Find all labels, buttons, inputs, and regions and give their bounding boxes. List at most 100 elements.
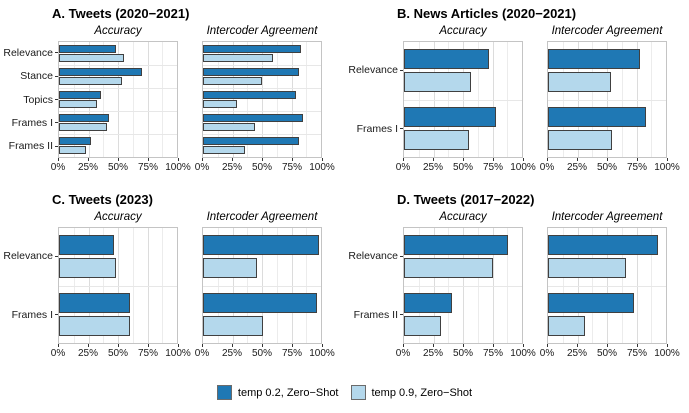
bars-layer (548, 42, 666, 157)
bar-temp-0-2-zero-shot-relevance (203, 235, 319, 256)
y-axis-label-frames-i: Frames I (356, 122, 398, 135)
gridline-horizontal (548, 285, 666, 287)
x-axis-label-50: 50% (452, 162, 474, 173)
plot-area (547, 227, 667, 344)
x-axis-tick (322, 344, 323, 347)
panel-body: Relevance Frames I Accuracy 0% 25% 50% 75% 100%… (345, 24, 689, 174)
x-axis-label-100: 100% (510, 162, 536, 173)
y-axis-slot: Frames I (347, 100, 403, 159)
y-axis-label-topics: Topics (23, 93, 53, 106)
bar-temp-0-9-zero-shot-relevance (203, 258, 258, 279)
x-axis-tick (262, 344, 263, 347)
x-axis-label-0: 0% (539, 348, 555, 359)
panel-title-c: C. Tweets (2023) (52, 192, 153, 207)
gridline-horizontal (59, 111, 177, 112)
y-axis-tick (400, 128, 403, 130)
gridline-vertical-minor (306, 42, 308, 157)
bar-group-frames-ii (59, 134, 177, 157)
x-axis-label-50: 50% (596, 348, 618, 359)
x-axis-tick (493, 158, 494, 161)
gridline-vertical-major (147, 42, 149, 157)
x-axis-label-100: 100% (510, 348, 536, 359)
x-axis-label-0: 0% (539, 162, 555, 173)
x-axis: 0% 25% 50% 75% 100% (51, 158, 191, 174)
bars-layer (59, 228, 177, 343)
x-axis: 0% 25% 50% 75% 100% (195, 158, 335, 174)
x-axis-label-25: 25% (422, 162, 444, 173)
y-axis-slot: Relevance (347, 227, 403, 286)
x-axis-label-75: 75% (482, 162, 504, 173)
bar-group-frames-ii (404, 286, 522, 344)
x-axis-tick (148, 344, 149, 347)
bar-temp-0-2-zero-shot-stance (59, 68, 142, 76)
bar-group-topics (203, 88, 321, 111)
bar-temp-0-9-zero-shot-frames-i (203, 315, 264, 336)
gridline-vertical-minor (73, 42, 75, 157)
y-axis-labels: Relevance Frames I (2, 227, 58, 344)
bar-group-frames-i (203, 286, 321, 344)
gridline-horizontal (404, 285, 522, 287)
gridline-vertical-minor (103, 42, 105, 157)
bar-group-relevance (548, 228, 666, 286)
x-axis-label-75: 75% (626, 348, 648, 359)
subplot-title-intercoder-agreement: Intercoder Agreement (206, 25, 318, 37)
x-axis-tick (523, 344, 524, 347)
x-axis-label-75: 75% (482, 348, 504, 359)
x-axis-tick (58, 344, 59, 347)
x-axis-tick (202, 344, 203, 347)
plot-area (202, 41, 322, 158)
gridline-horizontal (59, 65, 177, 66)
plot-area (547, 41, 667, 158)
subplot-title-accuracy: Accuracy (94, 211, 142, 223)
x-axis-tick (292, 158, 293, 161)
x-axis: 0% 25% 50% 75% 100% (540, 344, 680, 360)
y-axis-slot: Topics (2, 88, 58, 111)
x-axis-tick (262, 158, 263, 161)
gridline-horizontal (59, 285, 177, 287)
x-axis-label-25: 25% (566, 348, 588, 359)
bar-temp-0-9-zero-shot-frames-ii (203, 146, 246, 154)
x-axis-label-25: 25% (77, 348, 99, 359)
x-axis-tick (667, 158, 668, 161)
y-axis-label-stance: Stance (20, 70, 53, 83)
y-axis-tick (55, 75, 58, 77)
bar-temp-0-9-zero-shot-relevance (548, 258, 626, 279)
gridline-horizontal (203, 65, 321, 66)
x-axis-label-0: 0% (395, 348, 411, 359)
y-axis-tick (400, 69, 403, 71)
bar-group-frames-i (548, 100, 666, 158)
x-axis: 0% 25% 50% 75% 100% (195, 344, 335, 360)
y-axis-tick (400, 314, 403, 316)
x-axis-label-100: 100% (309, 162, 335, 173)
bar-temp-0-2-zero-shot-frames-ii (203, 137, 299, 145)
gridline-vertical-major (88, 42, 90, 157)
x-axis-tick (577, 158, 578, 161)
bar-temp-0-9-zero-shot-frames-i (404, 129, 469, 150)
x-axis-tick (433, 158, 434, 161)
bar-temp-0-9-zero-shot-relevance (59, 54, 124, 62)
bar-temp-0-2-zero-shot-frames-i (59, 114, 109, 122)
y-axis-slot: Frames II (347, 286, 403, 345)
bar-temp-0-9-zero-shot-relevance (59, 258, 116, 279)
x-axis-tick (547, 344, 548, 347)
legend-label: temp 0.9, Zero−Shot (371, 386, 473, 399)
subplot-intercoder-agreement: Intercoder Agreement 0% 25% 50% 75% 100% (540, 210, 680, 360)
y-axis-tick (55, 52, 58, 54)
bar-group-relevance (203, 228, 321, 286)
bars-layer (203, 228, 321, 343)
bar-group-topics (59, 88, 177, 111)
y-axis-label-frames-i: Frames I (11, 308, 53, 321)
y-axis-tick (55, 122, 58, 124)
x-axis-tick (523, 158, 524, 161)
bar-temp-0-9-zero-shot-stance (59, 77, 122, 85)
y-axis-label-relevance: Relevance (3, 46, 53, 59)
x-axis-label-0: 0% (194, 162, 210, 173)
x-axis-tick (493, 344, 494, 347)
x-axis-label-100: 100% (309, 348, 335, 359)
y-axis-tick (55, 314, 58, 316)
bar-temp-0-2-zero-shot-stance (203, 68, 299, 76)
y-axis-slot: Stance (2, 64, 58, 87)
y-axis-label-relevance: Relevance (348, 250, 398, 263)
bar-temp-0-2-zero-shot-relevance (548, 49, 641, 70)
